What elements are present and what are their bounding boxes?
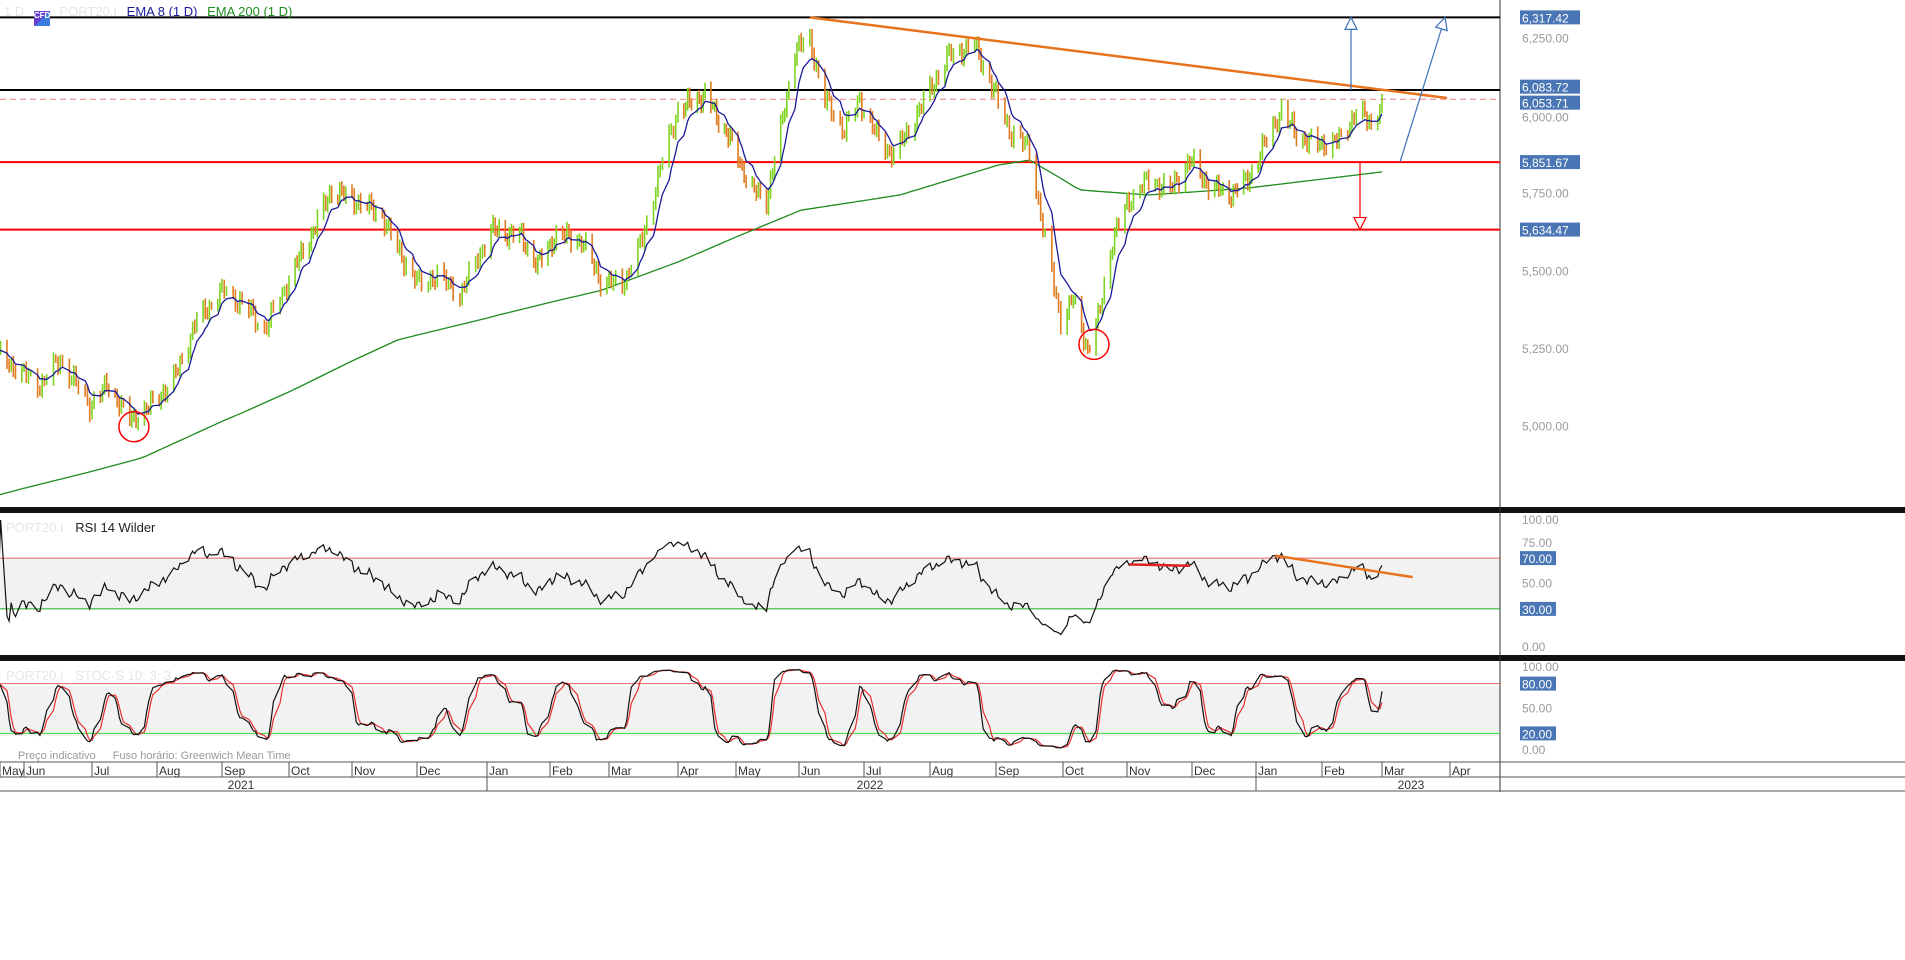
month-label: Apr [1452,764,1471,778]
month-label: Apr [680,764,699,778]
rsi-pane-header: PORT20.I RSI 14 Wilder [6,520,155,535]
month-label: Sep [998,764,1020,778]
year-label: 2021 [228,778,255,792]
stoch-label-box [1520,676,1556,691]
month-label: Jul [94,764,109,778]
price-axis-tick: 5,500.00 [1522,264,1569,278]
stoch-band [0,686,1500,736]
month-label: Nov [1129,764,1150,778]
price-note: Preço indicativo [18,750,96,762]
stoch-pane-header: PORT20.I STOC-S 10; 3; 3 [6,668,171,683]
target-arrow-down-head [1353,216,1367,231]
pane-separator[interactable] [0,507,1905,513]
stoch-label-box [1520,726,1556,741]
price-label-box [1520,10,1580,25]
stoch-axis-tick: 100.00 [1522,660,1559,674]
rsi-label-box [1520,601,1556,616]
stoch-title[interactable]: STOC-S 10; 3; 3 [75,668,172,683]
interval-label[interactable]: 1 D [4,4,25,19]
rsi-symbol: PORT20.I [6,520,64,535]
month-label: Aug [159,764,180,778]
trendline[interactable] [809,16,1448,100]
rsi-level-label: 70.00 [1522,552,1552,566]
timezone-note: Fuso horário: Greenwich Mean Time [112,750,291,762]
month-label: May [738,764,761,778]
stoch-level-label: 20.00 [1522,727,1552,741]
month-label: Dec [419,764,440,778]
year-label: 2023 [1398,778,1425,792]
month-label: Jan [489,764,508,778]
price-level-label: 5,851.67 [1522,156,1569,170]
ema-8-line[interactable] [0,48,1383,415]
month-label: Sep [224,764,246,778]
price-axis-tick: 6,000.00 [1522,111,1569,125]
ema-200-line[interactable] [0,159,1383,496]
month-label: Jun [26,764,45,778]
footer-note: Preço indicativo Fuso horário: Greenwich… [18,750,305,762]
highlight-circle[interactable] [1078,328,1110,361]
year-label: 2022 [857,778,884,792]
stoch-symbol: PORT20.I [6,668,64,683]
rsi-axis-tick: 50.00 [1522,577,1552,591]
price-level-label: 6,083.72 [1522,81,1569,95]
stoch-k-line[interactable] [0,668,1383,749]
target-arrow-diagonal[interactable] [1399,17,1446,163]
cfd-badge-icon: CFD [33,11,51,26]
pane-separator[interactable] [0,655,1905,661]
chart-header: 1 D CFD PORT20.I EMA 8 (1 D) EMA 200 (1 … [4,4,298,26]
month-label: Jul [866,764,881,778]
month-label: Jan [1258,764,1277,778]
rsi-axis-tick: 100.00 [1522,513,1559,527]
rsi-trendline[interactable] [1129,563,1190,567]
price-axis-tick: 6,250.00 [1522,31,1569,45]
rsi-line[interactable] [0,519,1383,636]
symbol-label[interactable]: PORT20.I [59,4,118,19]
price-label-box [1520,222,1580,237]
target-arrow-up-head [1344,16,1358,30]
month-label: May [2,764,25,778]
stoch-axis-tick: 0.00 [1522,743,1546,757]
ema-slow-legend[interactable]: EMA 200 (1 D) [207,4,293,19]
price-axis-tick: 5,250.00 [1522,342,1569,356]
month-label: Feb [552,764,573,778]
price-level-label: 6,317.42 [1522,11,1569,25]
rsi-band [0,558,1500,609]
rsi-axis-tick: 0.00 [1522,640,1546,654]
month-label: Dec [1194,764,1215,778]
month-label: Oct [291,764,310,778]
month-label: Nov [354,764,375,778]
stoch-axis-tick: 50.00 [1522,702,1552,716]
rsi-trendline[interactable] [1274,554,1413,579]
cfd-badge-text: CFD [33,11,51,20]
month-label: Jun [801,764,820,778]
month-label: Mar [611,764,632,778]
highlight-circle[interactable] [118,410,150,443]
price-axis-tick: 5,750.00 [1522,187,1569,201]
rsi-title[interactable]: RSI 14 Wilder [75,520,156,535]
price-level-label: 5,634.47 [1522,224,1569,238]
price-level-label: 6,053.71 [1522,97,1569,111]
price-label-box [1520,95,1580,110]
month-label: Aug [932,764,953,778]
month-label: Mar [1384,764,1405,778]
price-axis-tick: 5,000.00 [1522,420,1569,434]
rsi-axis-tick: 75.00 [1522,536,1552,550]
month-label: Feb [1324,764,1345,778]
month-label: Oct [1065,764,1084,778]
ema-fast-legend[interactable]: EMA 8 (1 D) [126,4,198,19]
price-label-box [1520,79,1580,94]
rsi-level-label: 30.00 [1522,603,1552,617]
price-label-box [1520,155,1580,170]
rsi-label-box [1520,551,1556,566]
stoch-level-label: 80.00 [1522,678,1552,692]
target-arrow-diagonal-head [1434,16,1448,32]
stoch-d-line[interactable] [0,669,1383,749]
